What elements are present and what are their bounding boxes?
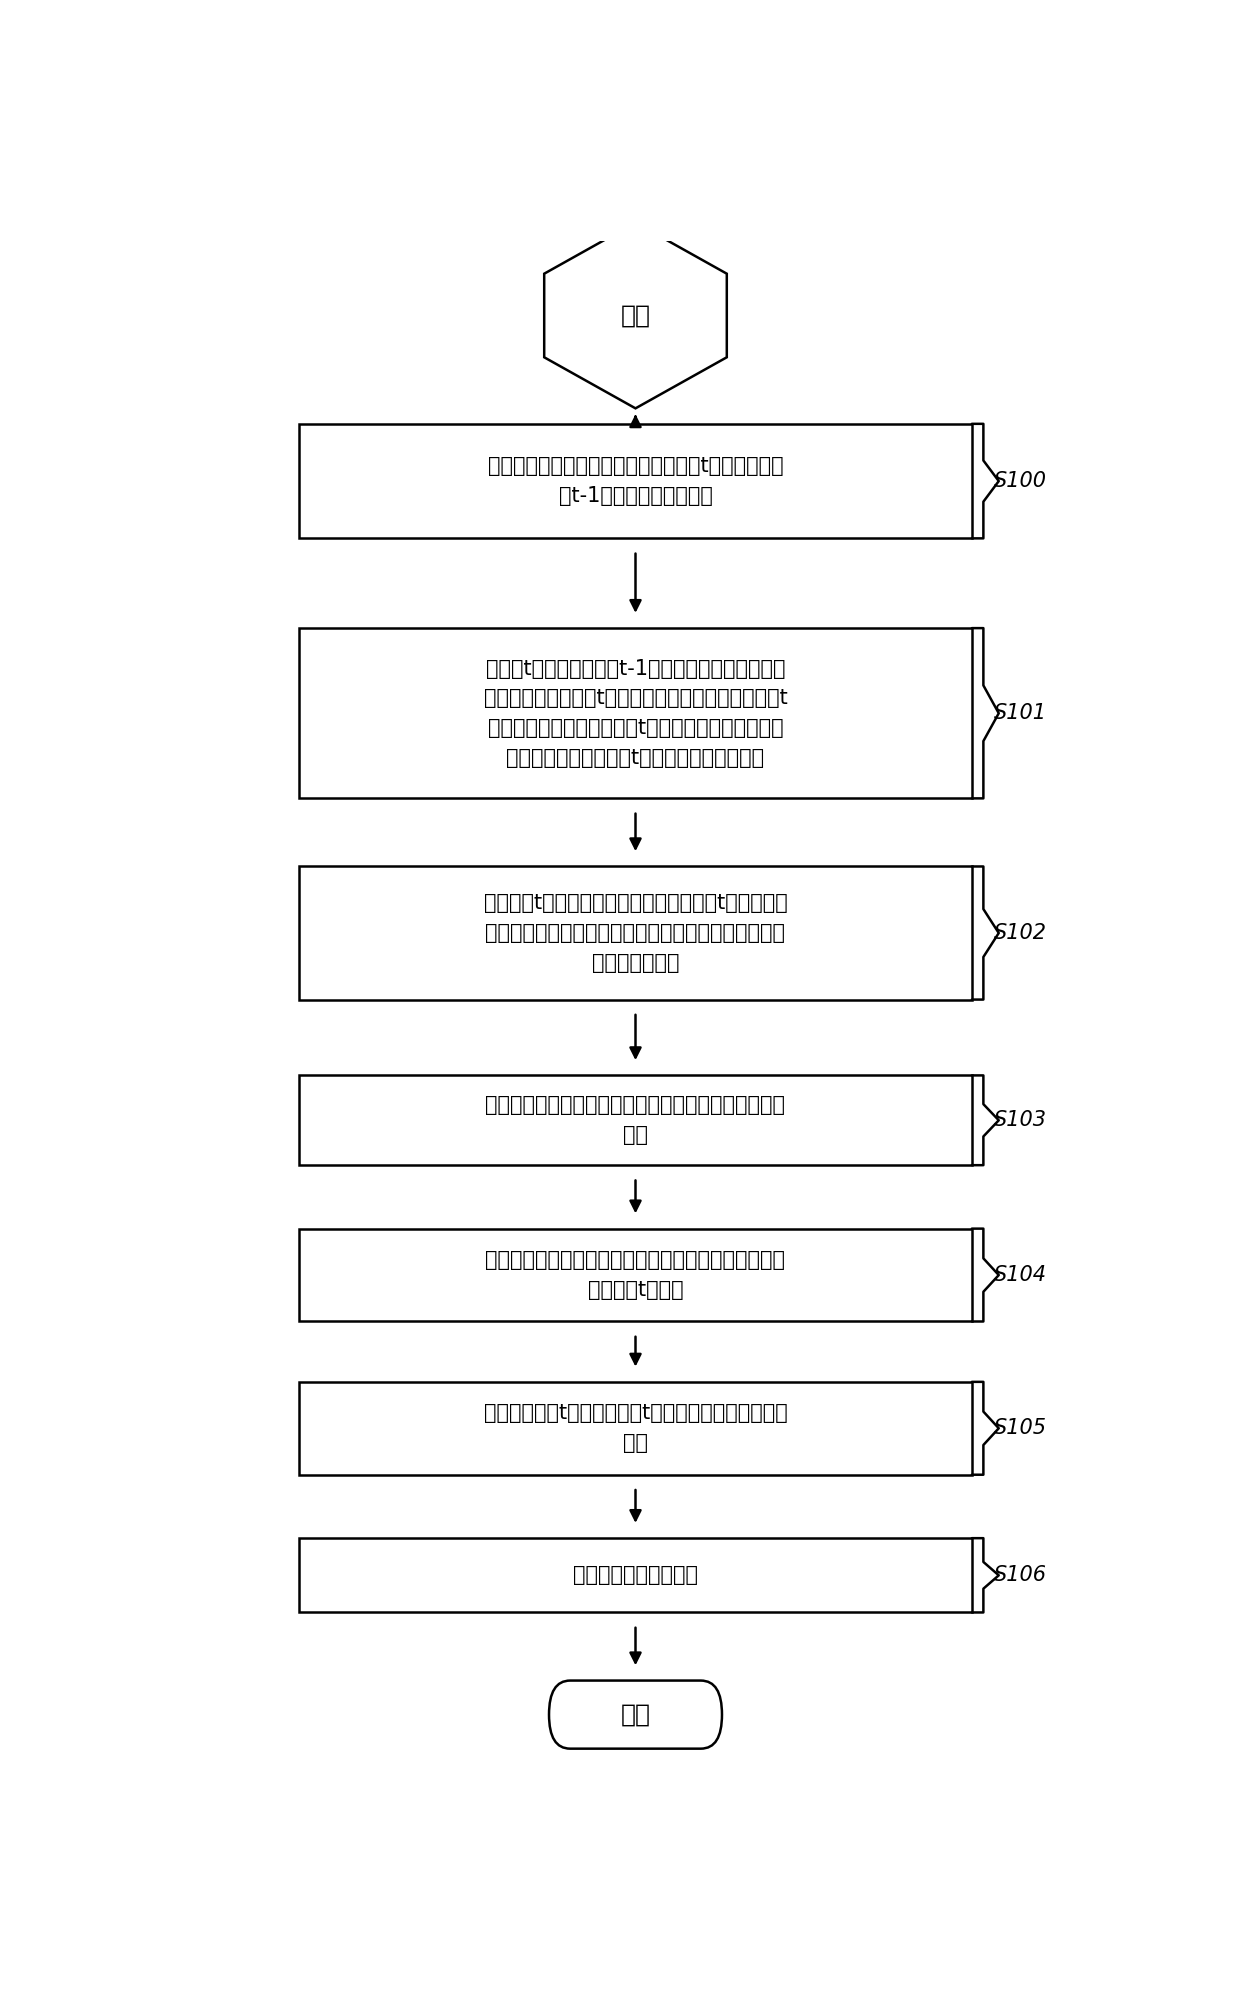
Text: S100: S100 [993, 470, 1047, 490]
Text: 开始: 开始 [620, 304, 651, 328]
FancyBboxPatch shape [299, 1075, 972, 1166]
FancyBboxPatch shape [549, 1680, 722, 1749]
Text: S102: S102 [993, 923, 1047, 943]
Text: S104: S104 [993, 1264, 1047, 1284]
Text: 将处理后的第t帧图像覆盖第t帧图像得到处理后的视频
数据: 将处理后的第t帧图像覆盖第t帧图像得到处理后的视频 数据 [484, 1403, 787, 1453]
Polygon shape [544, 223, 727, 408]
FancyBboxPatch shape [299, 1228, 972, 1321]
FancyBboxPatch shape [299, 866, 972, 999]
Text: S101: S101 [993, 704, 1047, 724]
Text: 将穿越效果贴图与第二前景图像进行融合处理，得到处
理后的第t帧图像: 将穿越效果贴图与第二前景图像进行融合处理，得到处 理后的第t帧图像 [486, 1250, 785, 1300]
Text: 显示处理后的视频数据: 显示处理后的视频数据 [573, 1566, 698, 1586]
Text: 结束: 结束 [620, 1702, 651, 1727]
FancyBboxPatch shape [299, 1538, 972, 1612]
FancyBboxPatch shape [299, 627, 972, 798]
Text: 获取一组帧图像中包含有特定对象的第t帧图像以及与
第t-1帧图像对应的跟踪框: 获取一组帧图像中包含有特定对象的第t帧图像以及与 第t-1帧图像对应的跟踪框 [487, 456, 784, 507]
Text: 依据第t帧图像，对与第t-1帧图像对应的跟踪框进行
调整处理，得到与第t帧图像对应的跟踪框；根据与第t
帧图像对应的跟踪框，对第t帧图像的部分区域进行场
景分割: 依据第t帧图像，对与第t-1帧图像对应的跟踪框进行 调整处理，得到与第t帧图像对… [484, 659, 787, 768]
Text: S105: S105 [993, 1419, 1047, 1439]
Text: 根据与第t帧图像对应的分割结果，确定第t帧图像的第
二前景图像，并根据第二前景图像，确定第二前景图像
中的待处理区域: 根据与第t帧图像对应的分割结果，确定第t帧图像的第 二前景图像，并根据第二前景图… [484, 892, 787, 973]
FancyBboxPatch shape [299, 1381, 972, 1475]
Text: S103: S103 [993, 1110, 1047, 1130]
Text: S106: S106 [993, 1566, 1047, 1586]
Text: 依据时间处理参数，绘制与待处理区域对应的穿越效果
贴图: 依据时间处理参数，绘制与待处理区域对应的穿越效果 贴图 [486, 1095, 785, 1146]
FancyBboxPatch shape [299, 424, 972, 539]
